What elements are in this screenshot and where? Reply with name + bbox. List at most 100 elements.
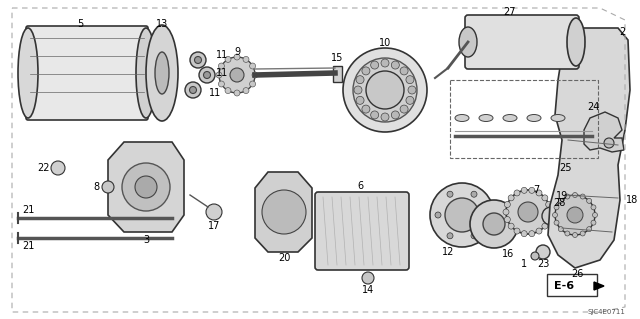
Ellipse shape — [479, 115, 493, 122]
Circle shape — [506, 190, 550, 234]
Text: 24: 24 — [587, 102, 599, 112]
Circle shape — [204, 71, 211, 78]
Circle shape — [508, 223, 514, 229]
Text: 17: 17 — [208, 221, 220, 231]
Circle shape — [514, 228, 520, 234]
Circle shape — [218, 81, 225, 87]
Text: 19: 19 — [556, 191, 568, 201]
Circle shape — [447, 233, 453, 239]
Circle shape — [243, 56, 249, 63]
Text: 1: 1 — [521, 259, 527, 269]
Circle shape — [243, 88, 249, 93]
Text: 16: 16 — [502, 249, 514, 259]
Text: 27: 27 — [504, 7, 516, 17]
FancyBboxPatch shape — [465, 15, 579, 69]
Circle shape — [554, 220, 559, 225]
Text: 9: 9 — [234, 47, 240, 57]
Circle shape — [483, 213, 505, 235]
FancyBboxPatch shape — [315, 192, 409, 270]
Text: 28: 28 — [553, 198, 565, 208]
Ellipse shape — [567, 18, 585, 66]
Circle shape — [536, 228, 542, 234]
Text: 22: 22 — [36, 163, 49, 173]
Text: 12: 12 — [442, 247, 454, 257]
Text: 20: 20 — [278, 253, 290, 263]
Circle shape — [587, 226, 591, 232]
Text: 2: 2 — [619, 27, 625, 37]
Bar — [333, 66, 342, 82]
Circle shape — [400, 67, 408, 75]
Text: 21: 21 — [22, 241, 34, 251]
Circle shape — [536, 190, 542, 196]
Text: 13: 13 — [156, 19, 168, 29]
Circle shape — [381, 113, 389, 121]
Circle shape — [356, 96, 364, 104]
Polygon shape — [108, 142, 184, 232]
Ellipse shape — [455, 115, 469, 122]
Circle shape — [122, 163, 170, 211]
Circle shape — [521, 231, 527, 237]
Circle shape — [371, 61, 379, 69]
Circle shape — [536, 245, 550, 259]
Circle shape — [206, 204, 222, 220]
Text: 5: 5 — [77, 19, 83, 29]
Ellipse shape — [136, 28, 156, 118]
Text: 10: 10 — [379, 38, 391, 48]
Text: 6: 6 — [357, 181, 363, 191]
Circle shape — [102, 181, 114, 193]
Circle shape — [230, 68, 244, 82]
Circle shape — [353, 58, 417, 122]
Circle shape — [471, 191, 477, 197]
Text: 23: 23 — [537, 259, 549, 269]
Circle shape — [362, 67, 370, 75]
Text: 26: 26 — [571, 269, 583, 279]
Circle shape — [542, 223, 548, 229]
Circle shape — [430, 183, 494, 247]
Circle shape — [195, 56, 202, 63]
Circle shape — [580, 194, 585, 199]
Circle shape — [542, 195, 548, 201]
Circle shape — [225, 88, 231, 93]
Circle shape — [199, 67, 215, 83]
Ellipse shape — [146, 25, 178, 121]
Circle shape — [514, 190, 520, 196]
Text: 18: 18 — [626, 195, 638, 205]
Circle shape — [604, 138, 614, 148]
Circle shape — [547, 209, 553, 215]
Text: 11: 11 — [216, 68, 228, 78]
Polygon shape — [548, 28, 630, 268]
Circle shape — [546, 202, 552, 207]
Bar — [450, 80, 598, 158]
Text: 7: 7 — [533, 185, 539, 195]
Circle shape — [504, 217, 510, 223]
Ellipse shape — [551, 115, 565, 122]
Circle shape — [400, 105, 408, 113]
Circle shape — [234, 90, 240, 96]
Circle shape — [565, 231, 570, 236]
Circle shape — [508, 195, 514, 201]
Circle shape — [518, 202, 538, 222]
Circle shape — [366, 71, 404, 109]
Circle shape — [529, 231, 535, 237]
Ellipse shape — [459, 27, 477, 57]
Ellipse shape — [527, 115, 541, 122]
Circle shape — [252, 72, 258, 78]
Circle shape — [219, 57, 255, 93]
Ellipse shape — [18, 28, 38, 118]
Circle shape — [408, 86, 416, 94]
Circle shape — [343, 48, 427, 132]
Text: 3: 3 — [143, 235, 149, 245]
Ellipse shape — [155, 52, 169, 94]
Circle shape — [250, 63, 255, 69]
Circle shape — [445, 198, 479, 232]
Circle shape — [216, 72, 222, 78]
Circle shape — [362, 272, 374, 284]
Circle shape — [435, 212, 441, 218]
Text: 14: 14 — [362, 285, 374, 295]
Circle shape — [356, 76, 364, 84]
Circle shape — [189, 86, 196, 93]
Circle shape — [391, 111, 399, 119]
Circle shape — [51, 161, 65, 175]
Text: 11: 11 — [209, 88, 221, 98]
Text: 11: 11 — [216, 50, 228, 60]
